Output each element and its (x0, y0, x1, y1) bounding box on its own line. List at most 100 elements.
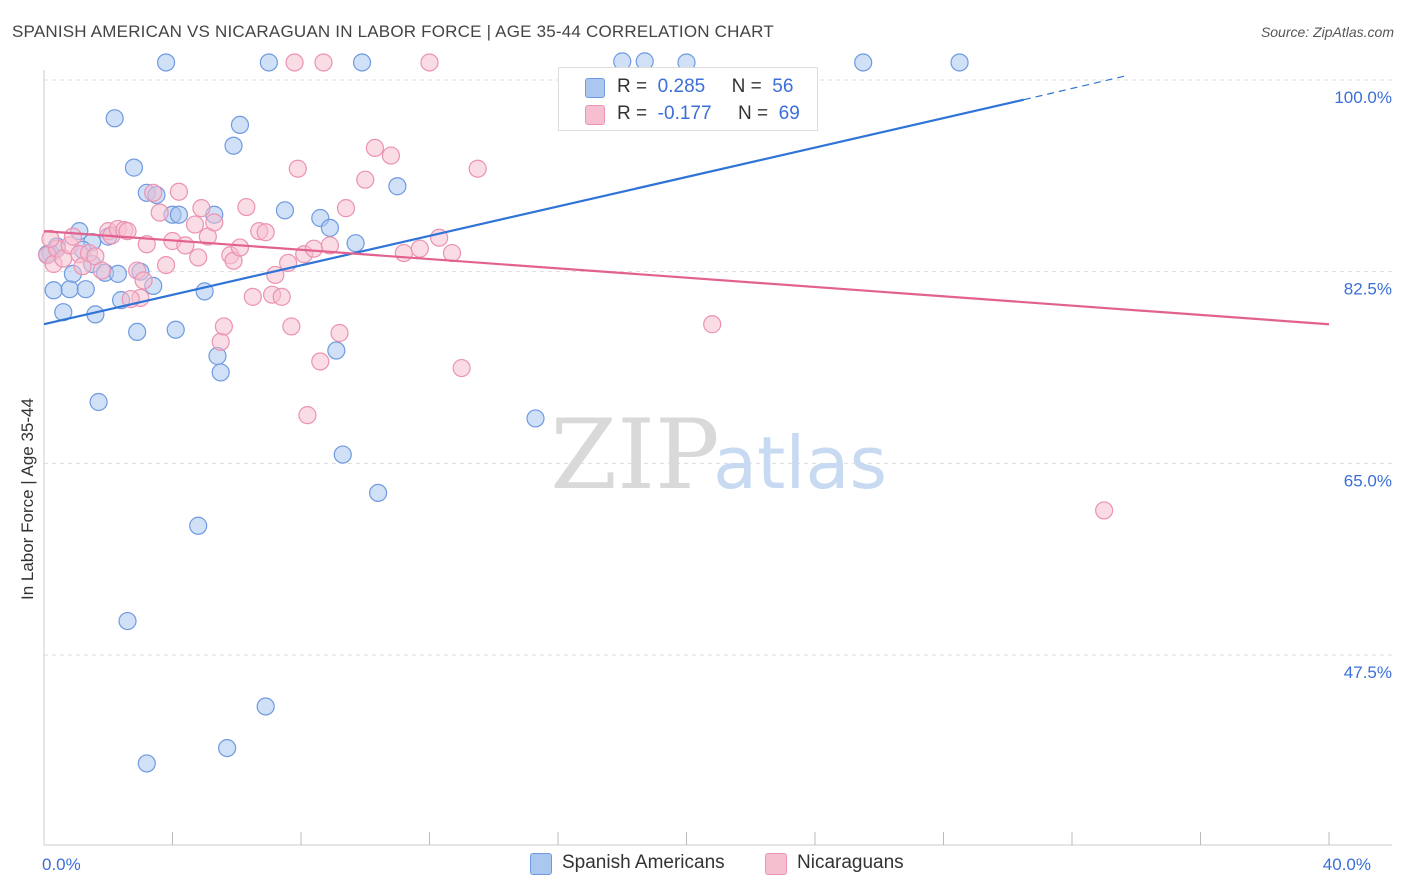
point-nicaraguan[interactable] (285, 53, 304, 72)
point-spanish-american[interactable] (156, 53, 176, 72)
point-nicaraguan[interactable] (420, 53, 439, 72)
point-nicaraguan[interactable] (63, 227, 83, 246)
point-nicaraguan[interactable] (336, 199, 356, 218)
legend-r-label: R = (617, 76, 648, 97)
point-nicaraguan[interactable] (304, 239, 323, 258)
point-nicaraguan[interactable] (230, 238, 250, 257)
point-nicaraguan[interactable] (176, 236, 195, 255)
y-tick-label: 65.0% (1344, 471, 1392, 490)
x-tick-label: 0.0% (42, 855, 81, 874)
x-tick-label: 40.0% (1323, 855, 1371, 874)
series-label: Nicaraguans (797, 852, 904, 873)
watermark-zip: ZIP (550, 399, 719, 511)
point-nicaraguan[interactable] (394, 243, 413, 263)
trend-line-nicaraguans (43, 230, 1330, 326)
point-nicaraguan[interactable] (452, 358, 471, 378)
point-nicaraguan[interactable] (237, 197, 256, 217)
legend-r-label: R = (617, 103, 648, 124)
point-nicaraguan[interactable] (381, 146, 401, 165)
point-nicaraguan[interactable] (92, 261, 111, 280)
legend-n-label: N = (731, 76, 762, 97)
point-nicaraguan[interactable] (356, 170, 375, 189)
point-nicaraguan[interactable] (320, 236, 340, 255)
point-nicaraguan[interactable] (243, 287, 262, 306)
y-axis-label: In Labor Force | Age 35-44 (18, 398, 37, 600)
point-spanish-american[interactable] (128, 322, 147, 342)
point-nicaraguan[interactable] (169, 182, 189, 201)
point-spanish-american[interactable] (211, 363, 230, 382)
point-nicaraguan[interactable] (330, 323, 349, 343)
point-spanish-american[interactable] (854, 53, 873, 72)
grid-lines (44, 79, 1392, 656)
point-nicaraguan[interactable] (134, 271, 153, 290)
point-nicaraguan[interactable] (1095, 501, 1114, 520)
point-nicaraguan[interactable] (365, 138, 384, 158)
point-spanish-american[interactable] (166, 320, 185, 339)
point-spanish-american[interactable] (137, 754, 156, 773)
source-label: Source: ZipAtlas.com (1260, 24, 1394, 40)
point-spanish-american[interactable] (256, 697, 275, 716)
point-spanish-american[interactable] (108, 264, 127, 283)
point-nicaraguan[interactable] (311, 352, 330, 371)
point-nicaraguan[interactable] (144, 183, 163, 202)
point-spanish-american[interactable] (105, 109, 124, 128)
point-spanish-american[interactable] (124, 158, 144, 177)
point-spanish-american[interactable] (118, 611, 137, 631)
point-spanish-american[interactable] (60, 280, 79, 299)
point-nicaraguan[interactable] (211, 332, 230, 351)
stats-legend: R = 0.285 N = 56 R = -0.177 N = 69 (558, 67, 818, 131)
legend-swatch-blue (585, 78, 605, 98)
point-spanish-american[interactable] (189, 516, 208, 535)
legend-n-value: 69 (778, 103, 800, 124)
point-nicaraguan[interactable] (288, 159, 307, 178)
point-nicaraguan[interactable] (703, 315, 722, 334)
point-spanish-american[interactable] (89, 392, 108, 412)
point-nicaraguan[interactable] (298, 406, 317, 425)
series-spanish-americans (38, 52, 969, 773)
point-nicaraguan[interactable] (282, 317, 301, 336)
point-spanish-american[interactable] (230, 115, 250, 135)
point-nicaraguan[interactable] (150, 203, 169, 222)
point-spanish-american[interactable] (275, 201, 295, 220)
point-nicaraguan[interactable] (256, 223, 275, 242)
point-nicaraguan[interactable] (189, 248, 208, 267)
tick-labels: 100.0% 82.5% 65.0% 47.5% 0.0% 40.0% (42, 88, 1392, 874)
point-nicaraguan[interactable] (214, 317, 233, 336)
point-spanish-american[interactable] (526, 409, 545, 428)
point-nicaraguan[interactable] (468, 159, 487, 178)
point-nicaraguan[interactable] (41, 229, 60, 248)
point-spanish-american[interactable] (369, 483, 388, 503)
point-nicaraguan[interactable] (205, 213, 224, 232)
legend-n-value: 56 (772, 76, 794, 97)
trend-line-spanish-americans-extension (1023, 75, 1127, 101)
point-spanish-american[interactable] (327, 341, 346, 360)
point-spanish-american[interactable] (169, 205, 189, 224)
point-nicaraguan[interactable] (118, 222, 137, 241)
point-spanish-american[interactable] (76, 280, 95, 299)
y-tick-label: 100.0% (1334, 88, 1392, 107)
point-spanish-american[interactable] (44, 281, 63, 300)
point-nicaraguan[interactable] (185, 215, 205, 234)
point-spanish-american[interactable] (224, 136, 243, 155)
point-nicaraguan[interactable] (314, 53, 333, 72)
point-spanish-american[interactable] (259, 53, 278, 72)
point-spanish-american[interactable] (352, 53, 372, 72)
point-nicaraguan[interactable] (442, 243, 462, 263)
point-nicaraguan[interactable] (137, 235, 156, 254)
point-spanish-american[interactable] (320, 218, 340, 237)
point-nicaraguan[interactable] (156, 255, 176, 275)
point-spanish-american[interactable] (388, 177, 407, 196)
legend-n-label: N = (737, 103, 769, 124)
point-nicaraguan[interactable] (272, 287, 291, 306)
chart-title: SPANISH AMERICAN VS NICARAGUAN IN LABOR … (12, 22, 774, 41)
point-spanish-american[interactable] (950, 53, 969, 72)
point-spanish-american[interactable] (333, 445, 352, 464)
trend-lines (43, 75, 1330, 326)
point-spanish-american[interactable] (218, 738, 237, 758)
legend-swatch-pink (585, 105, 605, 125)
y-tick-label: 47.5% (1344, 663, 1392, 682)
point-spanish-american[interactable] (346, 234, 365, 253)
point-nicaraguan[interactable] (410, 239, 429, 258)
point-nicaraguan[interactable] (192, 199, 211, 218)
